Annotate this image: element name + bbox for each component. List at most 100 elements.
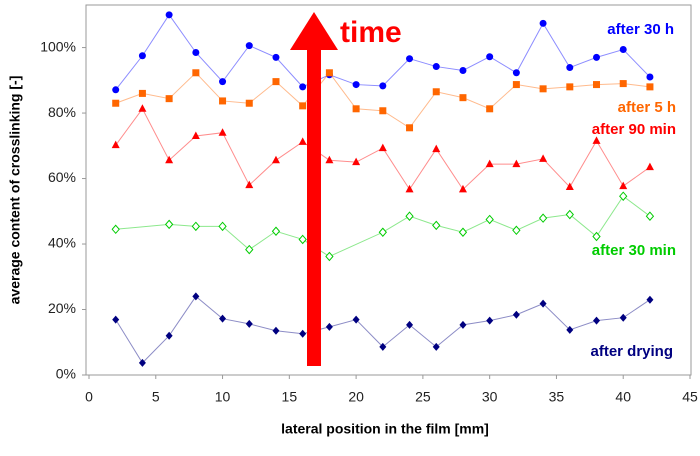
plot-frame — [85, 4, 692, 376]
marker — [593, 316, 601, 325]
x-tick-label: 25 — [415, 389, 431, 405]
marker — [299, 102, 307, 110]
marker — [593, 53, 601, 61]
x-axis-title: lateral position in the film [mm] — [281, 421, 489, 437]
marker — [592, 231, 601, 242]
y-tick-label: 100% — [40, 38, 76, 54]
marker — [352, 315, 360, 324]
marker — [432, 63, 440, 71]
marker — [112, 99, 120, 107]
marker — [619, 191, 628, 201]
marker — [406, 320, 414, 329]
marker — [458, 184, 467, 193]
marker — [486, 316, 494, 325]
marker — [485, 159, 494, 168]
marker — [352, 81, 360, 89]
marker — [191, 221, 201, 232]
marker — [646, 83, 654, 91]
marker — [432, 220, 441, 231]
marker — [538, 213, 548, 223]
marker — [325, 69, 333, 77]
marker — [405, 184, 414, 193]
marker — [539, 299, 547, 308]
marker — [619, 181, 628, 190]
marker — [619, 80, 627, 88]
marker — [192, 48, 200, 56]
marker — [566, 83, 574, 91]
marker — [325, 155, 334, 164]
marker — [218, 221, 227, 232]
x-tick-label: 45 — [682, 389, 698, 405]
marker — [432, 88, 440, 96]
marker — [138, 52, 146, 60]
series-label: after 90 min — [592, 121, 676, 138]
marker — [512, 225, 521, 236]
marker — [111, 140, 120, 149]
marker — [272, 53, 280, 61]
x-tick-label: 20 — [348, 389, 364, 405]
marker — [272, 326, 280, 335]
marker — [645, 162, 654, 171]
marker — [565, 182, 574, 191]
x-tick-label: 30 — [482, 389, 498, 405]
marker — [378, 143, 387, 152]
time-arrow-shaft — [307, 46, 321, 366]
x-tick-label: 0 — [85, 389, 93, 405]
marker — [406, 124, 414, 132]
series-label: after 30 min — [592, 242, 676, 259]
x-tick-label: 35 — [549, 389, 565, 405]
marker — [165, 155, 174, 164]
marker — [245, 180, 254, 189]
marker — [138, 358, 146, 367]
marker — [645, 211, 655, 221]
marker — [459, 94, 467, 102]
marker — [191, 131, 200, 139]
marker — [219, 78, 227, 86]
marker — [218, 128, 227, 136]
marker — [459, 66, 467, 74]
marker — [379, 107, 387, 115]
marker — [138, 89, 146, 97]
marker — [619, 46, 627, 54]
series-label: after 30 h — [607, 21, 674, 38]
marker — [539, 85, 547, 93]
marker — [272, 78, 280, 86]
x-tick-label: 40 — [615, 389, 631, 405]
marker — [619, 313, 627, 322]
marker — [512, 159, 521, 168]
marker — [245, 42, 253, 50]
marker — [379, 342, 387, 351]
x-tick-label: 15 — [282, 389, 298, 405]
y-tick-label: 40% — [48, 235, 76, 251]
marker — [566, 64, 574, 72]
marker — [219, 97, 227, 105]
marker — [192, 292, 200, 301]
marker — [565, 209, 574, 220]
marker — [592, 136, 601, 144]
series-line — [115, 71, 650, 129]
marker — [245, 319, 253, 328]
marker — [432, 342, 440, 351]
marker — [245, 99, 253, 107]
marker — [459, 320, 467, 329]
marker — [406, 55, 414, 63]
marker — [164, 219, 174, 230]
marker — [165, 95, 173, 103]
marker — [245, 244, 254, 255]
marker — [566, 325, 574, 334]
marker — [192, 69, 200, 77]
marker — [298, 137, 307, 145]
marker — [165, 11, 173, 19]
marker — [432, 144, 441, 153]
marker — [405, 211, 414, 221]
marker — [485, 214, 494, 225]
marker — [593, 81, 601, 89]
marker — [325, 251, 334, 262]
marker — [219, 314, 227, 323]
x-tick-label: 10 — [215, 389, 231, 405]
marker — [378, 227, 387, 237]
marker — [379, 82, 387, 90]
time-arrow-head — [290, 12, 338, 50]
